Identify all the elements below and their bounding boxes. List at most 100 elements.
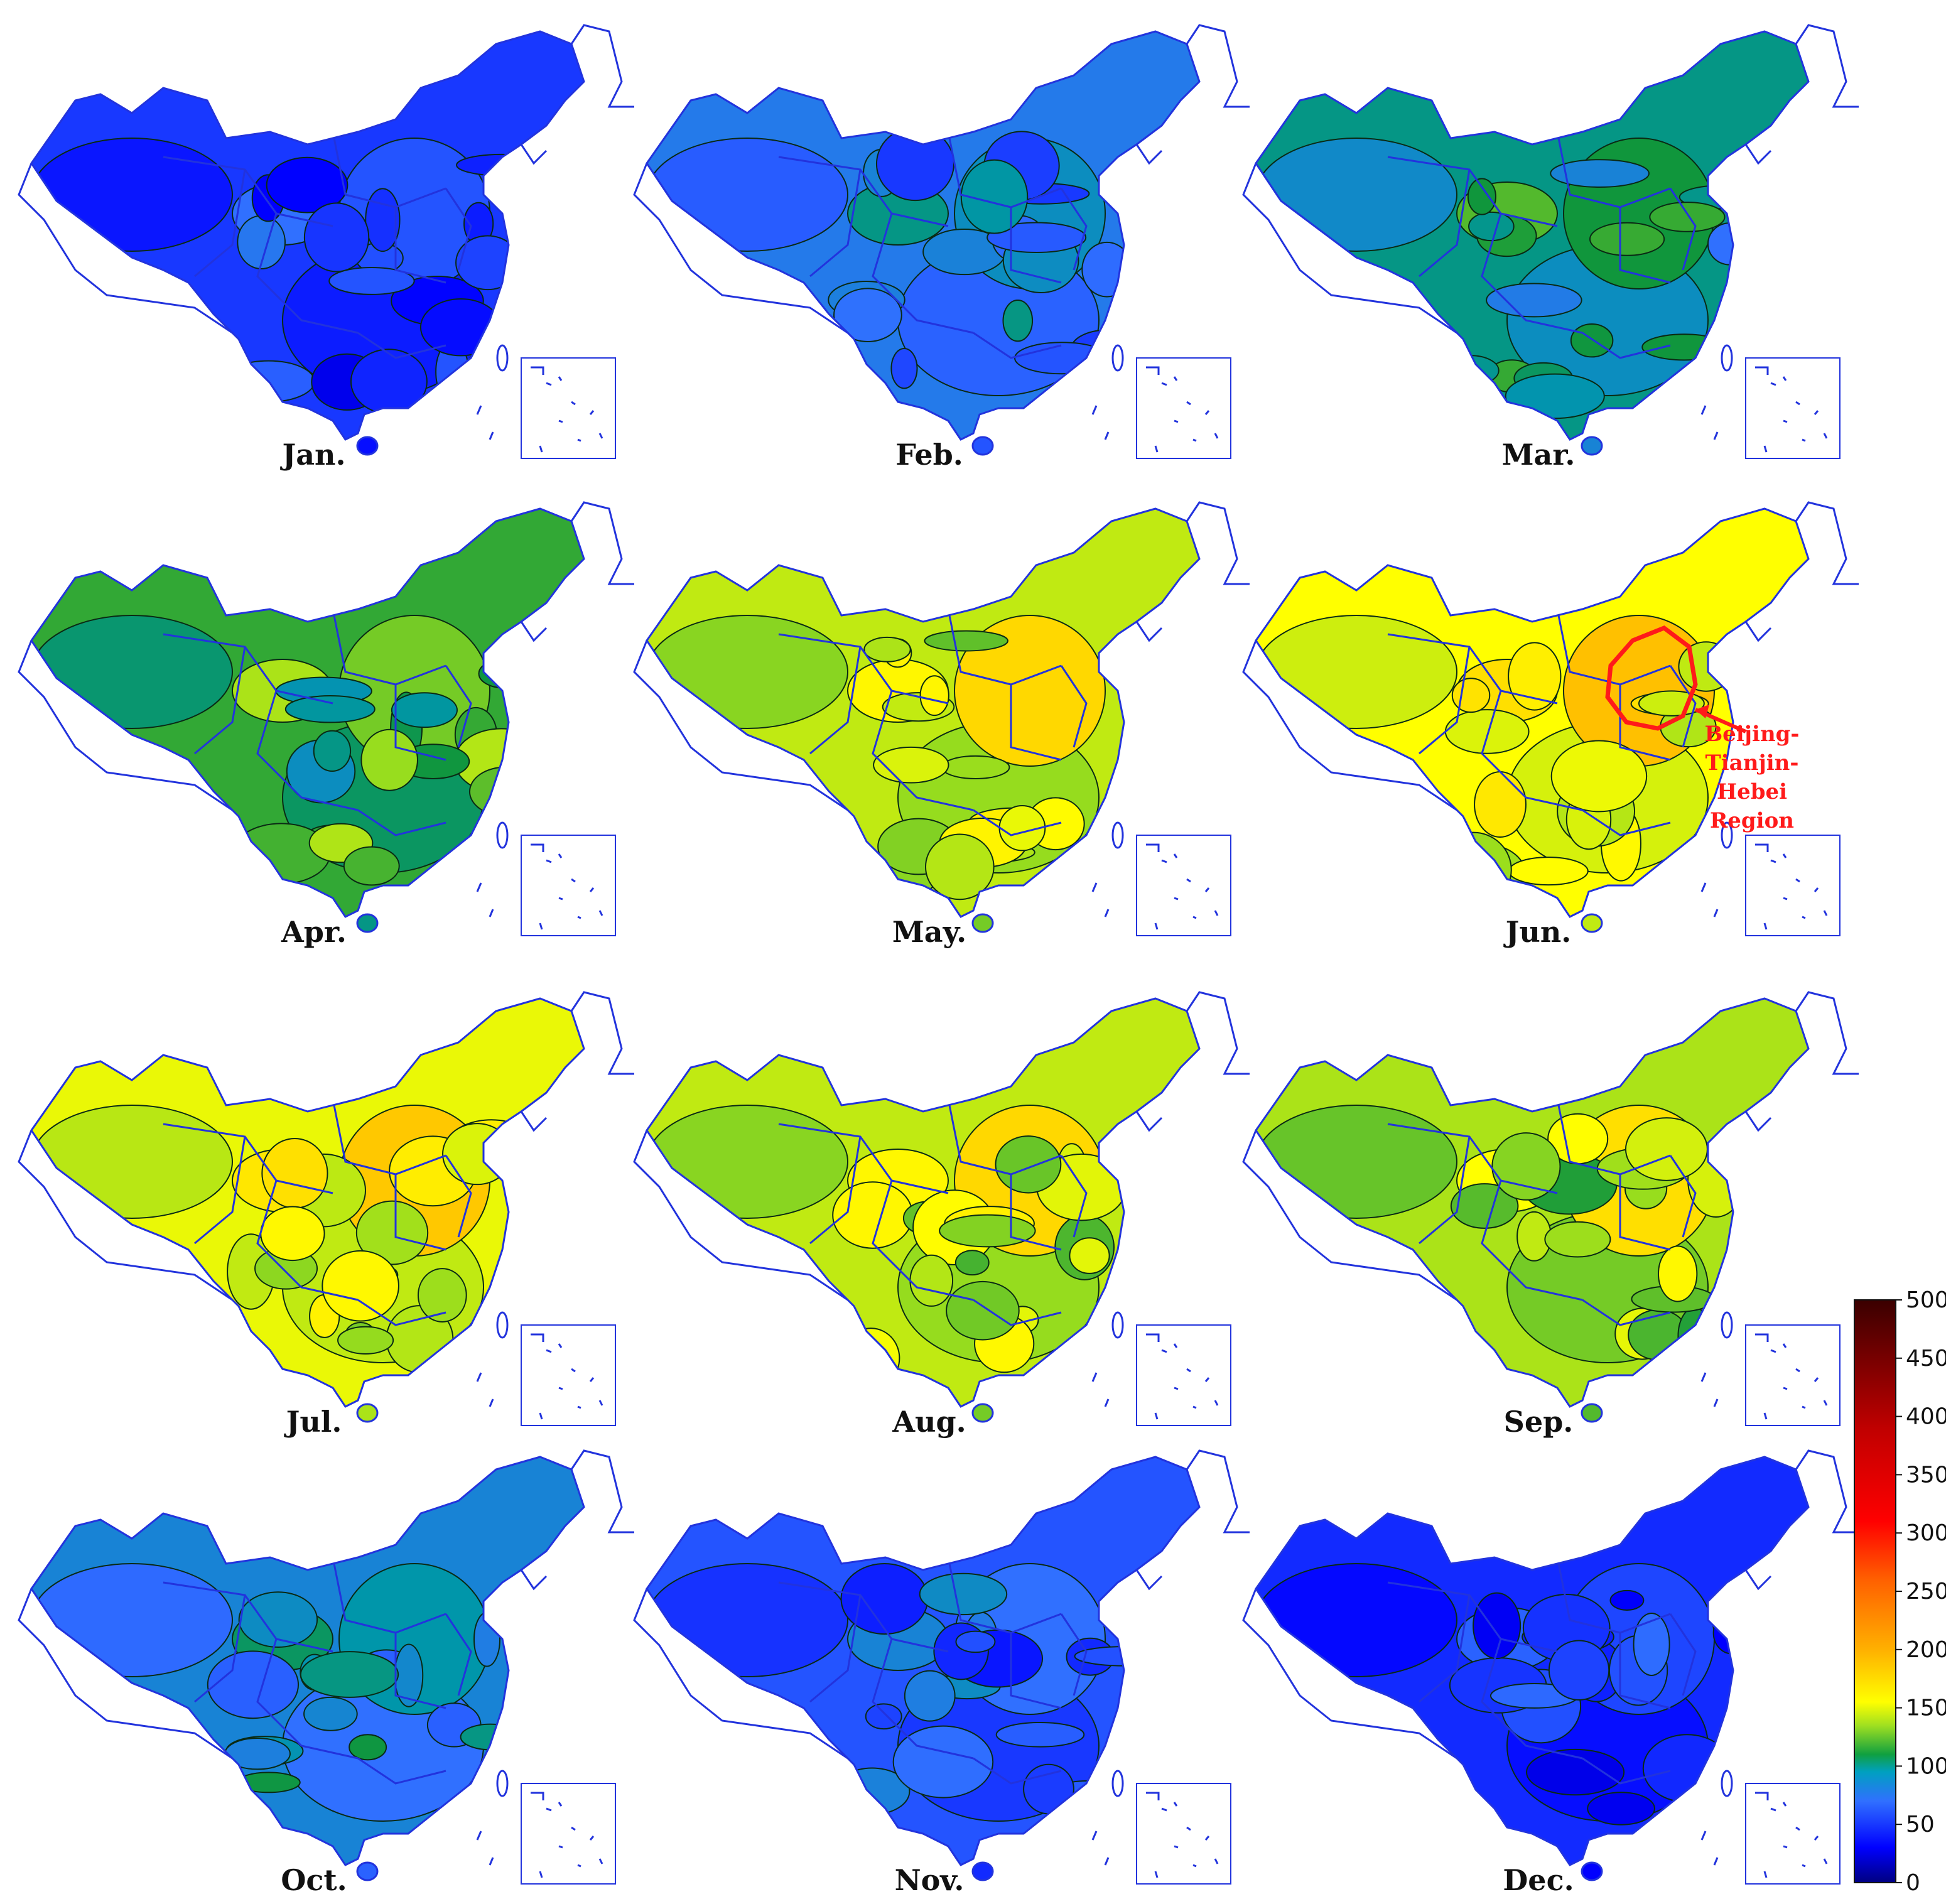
annotation-text-line: Beijing- <box>1704 722 1799 747</box>
country-boundary <box>30 507 585 918</box>
map-panel: Sep. <box>1242 991 1859 1439</box>
taiwan-island <box>1721 821 1733 849</box>
contour-region <box>474 1775 516 1823</box>
south-china-sea-inset <box>521 835 616 936</box>
contour-region <box>1508 642 1562 711</box>
contour-region <box>1508 857 1589 886</box>
islets <box>476 882 494 917</box>
islets <box>1091 1831 1110 1866</box>
contour-region <box>909 1254 954 1307</box>
month-label: Mar. <box>1502 438 1576 472</box>
contour-region <box>300 1651 399 1698</box>
contour-region <box>355 1200 429 1265</box>
month-label: Jun. <box>1503 915 1572 949</box>
contour-region <box>1624 1117 1708 1181</box>
contour-region <box>1609 1589 1645 1611</box>
contour-region <box>954 1250 990 1276</box>
contour-region <box>1256 138 1457 252</box>
outer-border-lines <box>633 24 1250 334</box>
contour-region <box>863 636 911 663</box>
contour-region <box>1526 1748 1625 1796</box>
contour-region <box>1714 1293 1746 1355</box>
map-panel: Oct. <box>18 1449 634 1897</box>
contour-region <box>1451 678 1491 713</box>
contour-region <box>365 188 401 252</box>
contour-region <box>1467 178 1496 215</box>
outer-border-lines <box>1242 1449 1859 1760</box>
contour-region <box>350 349 428 414</box>
contour-region <box>946 1280 1020 1341</box>
map-panel: Mar. <box>1242 24 1859 472</box>
colorbar-tick-label: 250 <box>1906 1579 1946 1604</box>
contour-region <box>904 1670 956 1722</box>
contour-region <box>1474 771 1527 838</box>
taiwan-island <box>1111 1770 1124 1797</box>
contour-region <box>1441 355 1500 386</box>
hainan-island <box>971 1403 994 1423</box>
contour-region <box>1256 615 1457 729</box>
province-boundaries <box>1387 1557 1697 1785</box>
contour-region <box>442 1123 512 1186</box>
outer-border-lines <box>633 1449 1250 1760</box>
panels-layer: Jan. Feb. Mar. Apr. May. Jun. Jul. Aug. Sep. Oct.… <box>18 24 1859 1897</box>
hainan-island <box>971 1861 994 1881</box>
colorbar-tick-label: 50 <box>1906 1812 1935 1837</box>
outer-border-lines <box>1242 991 1859 1301</box>
taiwan-island <box>1111 1311 1124 1339</box>
outer-border-lines <box>18 501 634 811</box>
colorbar-tick-label: 150 <box>1906 1696 1946 1721</box>
contour-region <box>260 1206 325 1262</box>
month-label: Jan. <box>279 438 345 472</box>
contour-region <box>875 126 954 202</box>
country-boundary <box>1255 30 1810 441</box>
colorbar-tick-label: 100 <box>1906 1753 1946 1779</box>
country-boundary <box>646 1456 1201 1866</box>
month-label: Oct. <box>281 1863 347 1897</box>
contour-region <box>360 728 418 791</box>
contour-region <box>954 615 1106 767</box>
hainan-island <box>356 436 379 456</box>
outer-border-lines <box>633 991 1250 1301</box>
islets <box>1700 1831 1719 1866</box>
contour-region <box>890 347 918 389</box>
contour-region <box>266 156 349 214</box>
outer-border-lines <box>18 1449 634 1760</box>
map-panel: Dec. <box>1242 1449 1859 1897</box>
contour-region <box>1712 1611 1752 1655</box>
contour-region <box>349 1734 387 1761</box>
south-china-sea-inset <box>1136 835 1231 936</box>
colorbar-tick-label: 200 <box>1906 1637 1946 1663</box>
contour-region <box>924 630 1008 652</box>
province-boundaries <box>778 1557 1088 1785</box>
map-panel: May. <box>633 501 1250 949</box>
contour-region <box>1014 342 1110 375</box>
contour-region <box>647 1563 848 1677</box>
month-label: Sep. <box>1504 1405 1574 1439</box>
contour-region <box>417 1268 467 1323</box>
contour-region <box>322 1250 399 1322</box>
contour-region <box>1642 1734 1732 1803</box>
contour-region <box>924 833 995 901</box>
islets <box>1700 882 1719 917</box>
islets <box>476 405 494 440</box>
month-label: Apr. <box>281 915 347 949</box>
south-china-sea-inset <box>1745 1783 1841 1885</box>
annotation-text-line: Tianjin- <box>1705 750 1798 776</box>
contour-region <box>343 846 400 886</box>
contour-region <box>1505 373 1605 419</box>
map-panel: Nov. <box>633 1449 1250 1897</box>
outer-border-lines <box>1242 24 1859 334</box>
contour-region <box>1570 323 1614 358</box>
taiwan-island <box>496 344 509 372</box>
contour-region <box>1548 1640 1610 1701</box>
hainan-island <box>971 913 994 933</box>
contour-region <box>419 298 502 357</box>
contour-region <box>1633 1612 1670 1676</box>
contour-region <box>468 766 542 817</box>
contour-region <box>31 615 233 729</box>
month-label: Feb. <box>895 438 963 472</box>
contour-region <box>647 1105 848 1219</box>
map-panel: Jan. <box>18 24 634 472</box>
region-annotation: Beijing- Tianjin- Hebei Region <box>1605 625 1800 833</box>
